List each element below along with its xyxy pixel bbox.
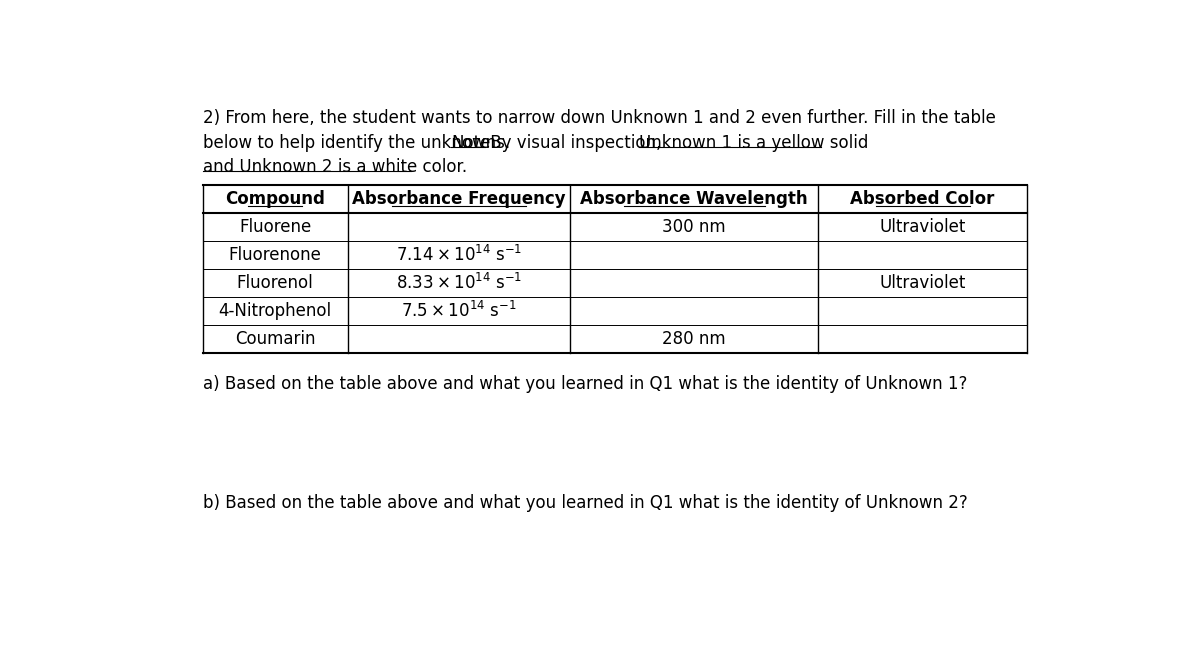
Text: b) Based on the table above and what you learned in Q1 what is the identity of U: b) Based on the table above and what you… [203,494,967,512]
Text: Note:: Note: [451,134,497,152]
Text: Fluorenone: Fluorenone [229,246,322,264]
Text: Fluorenol: Fluorenol [236,274,313,292]
Text: Absorbed Color: Absorbed Color [851,190,995,208]
Text: Absorbance Wavelength: Absorbance Wavelength [581,190,808,208]
Text: 300 nm: 300 nm [662,217,726,236]
Text: Unknown 1 is a yellow solid: Unknown 1 is a yellow solid [640,134,869,152]
Text: 2) From here, the student wants to narrow down Unknown 1 and 2 even further. Fil: 2) From here, the student wants to narro… [203,109,996,127]
Text: and Unknown 2 is a white color.: and Unknown 2 is a white color. [203,158,467,177]
Text: Compound: Compound [226,190,325,208]
Text: Ultraviolet: Ultraviolet [880,217,966,236]
Text: below to help identify the unknowns.: below to help identify the unknowns. [203,134,515,152]
Text: $7.14\times10^{14}$ s$^{-1}$: $7.14\times10^{14}$ s$^{-1}$ [396,244,522,265]
Text: $7.5\times10^{14}$ s$^{-1}$: $7.5\times10^{14}$ s$^{-1}$ [401,301,517,321]
Text: 280 nm: 280 nm [662,330,726,348]
Text: By visual inspection,: By visual inspection, [485,134,666,152]
Text: 4-Nitrophenol: 4-Nitrophenol [218,302,331,320]
Text: Coumarin: Coumarin [235,330,316,348]
Text: a) Based on the table above and what you learned in Q1 what is the identity of U: a) Based on the table above and what you… [203,375,967,393]
Text: $8.33\times10^{14}$ s$^{-1}$: $8.33\times10^{14}$ s$^{-1}$ [396,273,522,293]
Text: Absorbance Frequency: Absorbance Frequency [352,190,565,208]
Text: Fluorene: Fluorene [239,217,311,236]
Text: Ultraviolet: Ultraviolet [880,274,966,292]
